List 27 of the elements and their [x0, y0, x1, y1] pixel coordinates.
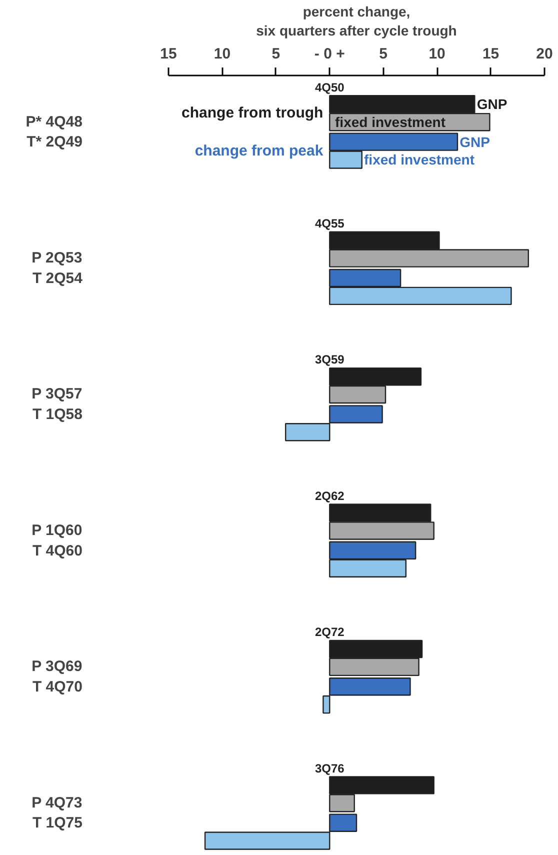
series-label: fixed investment [364, 152, 475, 168]
y-tick-label: P* 4Q48 T* 2Q49 [26, 113, 83, 151]
x-axis-title: percent change, six quarters after cycle trough [256, 3, 457, 38]
annotation: 2Q72 [314, 625, 345, 640]
y-tick-label: P 1Q60 T 4Q60 [32, 522, 83, 560]
y-tick-label: P 2Q53 T 2Q54 [32, 249, 84, 287]
annotation: 4Q50 [314, 80, 345, 94]
x-tick-label: 15 [160, 46, 177, 62]
y-tick-label: P 4Q73 T 1Q75 [32, 794, 83, 832]
annotation: 3Q76 [314, 761, 345, 776]
annotation: change from trough [182, 104, 324, 122]
x-tick-label: 20 [536, 46, 553, 62]
x-tick-label: 5 [379, 46, 388, 62]
annotation: change from peak [194, 142, 324, 160]
x-tick-label: 15 [482, 46, 500, 62]
y-tick-label: P 3Q69 T 4Q70 [32, 658, 83, 696]
x-tick-label: 10 [428, 46, 446, 62]
x-tick-label: 5 [272, 46, 280, 62]
series-label: GNP [460, 134, 490, 150]
annotation: 4Q55 [314, 216, 345, 231]
series-label: fixed investment [335, 114, 446, 130]
x-tick-label: - 0 + [314, 46, 346, 62]
y-tick-label: P 3Q57 T 1Q58 [32, 386, 83, 424]
series-label: GNP [476, 96, 508, 112]
annotation: 3Q59 [314, 352, 345, 367]
annotation: 2Q62 [314, 488, 345, 503]
x-tick-label: 10 [214, 46, 231, 62]
